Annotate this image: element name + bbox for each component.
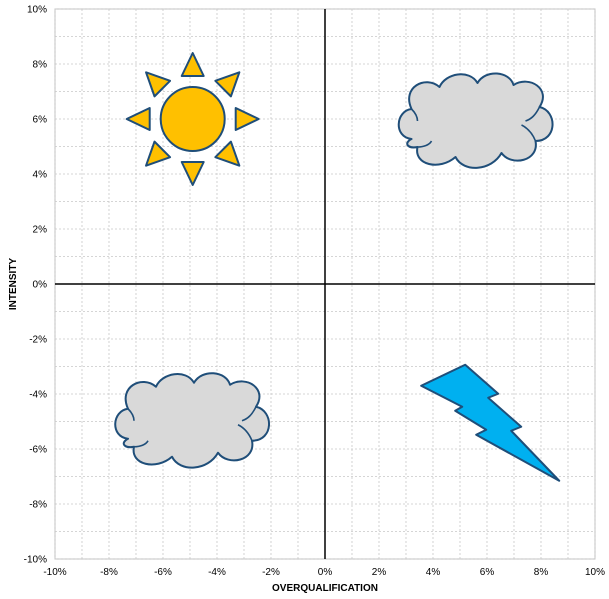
sun-ray (180, 161, 205, 186)
cloud-detail (525, 106, 541, 122)
y-tick-label: -6% (29, 445, 47, 456)
sun-disc (159, 86, 226, 152)
sun-ray (214, 140, 241, 167)
x-tick-label: -2% (262, 567, 280, 578)
cloud-detail (237, 424, 253, 442)
sun-ray (125, 107, 151, 131)
y-tick-label: 6% (33, 115, 48, 126)
x-tick-label: 8% (534, 567, 549, 578)
x-tick-label: -8% (100, 567, 118, 578)
cloud-body (397, 72, 554, 169)
cloud-icon (397, 72, 554, 169)
y-tick-label: 10% (27, 5, 47, 16)
lightning-bolt (420, 363, 561, 482)
x-axis-title: OVERQUALIFICATION (272, 583, 378, 594)
cloud-detail (410, 108, 419, 122)
cloud-detail (241, 406, 257, 422)
x-tick-label: -6% (154, 567, 172, 578)
y-tick-label: -4% (29, 390, 47, 401)
sun-ray (214, 71, 241, 98)
cloud-detail (127, 408, 135, 421)
cloud-body (114, 372, 270, 469)
x-tick-label: 2% (372, 567, 387, 578)
x-tick-label: -4% (208, 567, 226, 578)
cloud-detail (521, 124, 537, 142)
axes (55, 9, 595, 559)
y-tick-label: -8% (29, 500, 47, 511)
lightning-icon (420, 363, 561, 482)
cloud-detail (133, 440, 149, 448)
sun-ray (145, 71, 172, 98)
sun-ray (145, 140, 172, 167)
cloud-icon (114, 372, 270, 469)
x-tick-label: 0% (318, 567, 333, 578)
x-tick-label: 4% (426, 567, 441, 578)
y-tick-label: -10% (24, 555, 47, 566)
x-tick-label: 10% (585, 567, 605, 578)
tick-labels: -10% -8% -6% -4% -2% 0% 2% 4% 6% 8% 10% 10% 8% 6% 4% 2%… (24, 5, 605, 579)
sun-ray (234, 107, 260, 131)
x-tick-label: 6% (480, 567, 495, 578)
sun-ray (180, 52, 205, 77)
y-tick-label: 0% (33, 280, 48, 291)
y-tick-label: 4% (33, 170, 48, 181)
sun-icon (125, 52, 260, 186)
y-tick-label: 8% (33, 60, 48, 71)
y-tick-label: 2% (33, 225, 48, 236)
markers (114, 52, 561, 482)
x-tick-label: -10% (43, 567, 66, 578)
cloud-detail (417, 140, 433, 148)
y-tick-label: -2% (29, 335, 47, 346)
y-axis-title: INTENSITY (8, 258, 19, 311)
